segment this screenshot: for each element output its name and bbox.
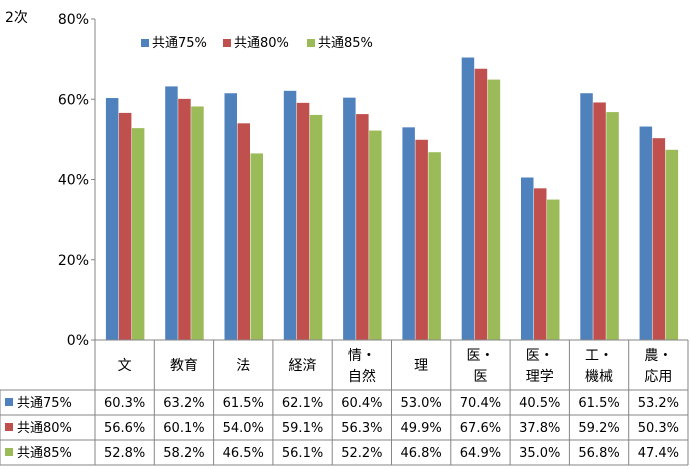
bar-3-3: [250, 153, 263, 340]
category-label-4: 経済: [289, 358, 317, 374]
table-cell-1-7: 70.4%: [460, 396, 501, 411]
legend-swatch-2: [223, 39, 231, 47]
bar-2-8: [534, 188, 547, 340]
bar-1-8: [521, 177, 534, 340]
category-label-6: 理: [414, 358, 428, 374]
table-cell-3-3: 46.5%: [223, 446, 264, 461]
bar-2-6: [415, 139, 428, 340]
bar-2-4: [296, 102, 310, 340]
table-cell-3-2: 58.2%: [163, 446, 204, 461]
bar-2-1: [118, 112, 132, 340]
category-label-8-line-1: 医・: [526, 348, 554, 364]
bar-2-3: [237, 123, 250, 340]
table-cell-1-8: 40.5%: [519, 396, 560, 411]
bar-3-10: [665, 149, 679, 340]
table-cell-2-7: 67.6%: [460, 421, 501, 436]
bar-3-1: [131, 128, 145, 340]
bar-1-9: [580, 93, 593, 340]
bar-1-2: [165, 86, 178, 340]
bar-2-10: [652, 138, 666, 340]
bar-2-5: [356, 114, 369, 340]
bar-3-5: [369, 130, 382, 340]
table-cell-3-5: 52.2%: [341, 446, 382, 461]
table-cell-2-2: 60.1%: [163, 421, 204, 436]
table-cell-2-5: 56.3%: [341, 421, 382, 436]
table-cell-1-1: 60.3%: [104, 396, 145, 411]
category-label-3: 法: [236, 358, 250, 374]
category-label-5-line-2: 自然: [348, 368, 376, 385]
y-tick-label: 40%: [58, 173, 89, 189]
bar-3-2: [191, 106, 204, 340]
bar-3-7: [487, 79, 501, 341]
y-tick-label: 80%: [58, 12, 89, 28]
table-cell-2-1: 56.6%: [104, 421, 145, 436]
category-label-7-line-2: 医: [473, 369, 487, 385]
bar-1-10: [639, 126, 653, 340]
table-cell-3-1: 52.8%: [104, 446, 145, 461]
category-label-8-line-2: 理学: [526, 369, 554, 385]
legend-label-2: 共通80%: [234, 36, 289, 51]
category-label-10-line-1: 農・: [644, 348, 672, 364]
category-label-2: 教育: [170, 358, 198, 374]
legend-swatch-1: [141, 39, 149, 47]
table-cell-1-6: 53.0%: [400, 396, 441, 411]
bar-2-2: [178, 98, 191, 340]
bar-3-9: [606, 112, 619, 340]
table-cell-1-4: 62.1%: [282, 396, 323, 411]
bar-1-5: [343, 97, 356, 341]
table-cell-2-8: 37.8%: [519, 421, 560, 436]
category-label-5-line-1: 情・: [348, 348, 376, 364]
category-label-9-line-2: 機械: [585, 369, 613, 385]
table-cell-1-3: 61.5%: [223, 396, 264, 411]
y-axis-label: 2次: [5, 10, 28, 26]
table-cell-2-9: 59.2%: [578, 421, 619, 436]
bar-2-7: [474, 68, 488, 340]
table-row-label-2: 共通80%: [17, 421, 72, 436]
table-swatch-1: [5, 398, 13, 406]
table-cell-3-9: 56.8%: [578, 446, 619, 461]
bar-1-3: [224, 93, 237, 340]
y-tick-label: 0%: [67, 333, 89, 349]
table-cell-3-4: 56.1%: [282, 446, 323, 461]
legend-swatch-3: [307, 39, 315, 47]
table-row-label-1: 共通75%: [17, 396, 72, 411]
table-cell-3-8: 35.0%: [519, 446, 560, 461]
bar-2-9: [593, 102, 606, 341]
table-row-label-3: 共通85%: [17, 446, 72, 461]
bar-3-6: [428, 152, 441, 340]
table-cell-2-4: 59.1%: [282, 421, 323, 436]
bar-1-7: [461, 57, 475, 341]
category-label-10-line-2: 応用: [644, 369, 672, 385]
category-label-1: 文: [118, 358, 132, 374]
table-swatch-3: [5, 448, 13, 456]
table-cell-1-5: 60.4%: [341, 396, 382, 411]
bar-1-1: [105, 98, 119, 340]
category-label-9-line-1: 工・: [585, 348, 613, 364]
category-label-7-line-1: 医・: [466, 348, 494, 364]
y-tick-label: 60%: [58, 92, 89, 108]
legend-label-1: 共通75%: [152, 36, 207, 51]
table-cell-3-6: 46.8%: [400, 446, 441, 461]
table-cell-3-10: 47.4%: [638, 446, 679, 461]
bar-3-8: [547, 199, 560, 340]
table-cell-2-10: 50.3%: [638, 421, 679, 436]
table-cell-3-7: 64.9%: [460, 446, 501, 461]
bar-3-4: [309, 114, 323, 341]
table-cell-1-9: 61.5%: [578, 396, 619, 411]
table-swatch-2: [5, 423, 13, 431]
bar-1-4: [283, 90, 297, 340]
table-cell-1-2: 63.2%: [163, 396, 204, 411]
table-cell-1-10: 53.2%: [638, 396, 679, 411]
table-cell-2-3: 54.0%: [223, 421, 264, 436]
y-tick-label: 20%: [58, 253, 89, 269]
table-cell-2-6: 49.9%: [400, 421, 441, 436]
bar-1-6: [402, 127, 415, 341]
legend-label-3: 共通85%: [318, 36, 373, 51]
